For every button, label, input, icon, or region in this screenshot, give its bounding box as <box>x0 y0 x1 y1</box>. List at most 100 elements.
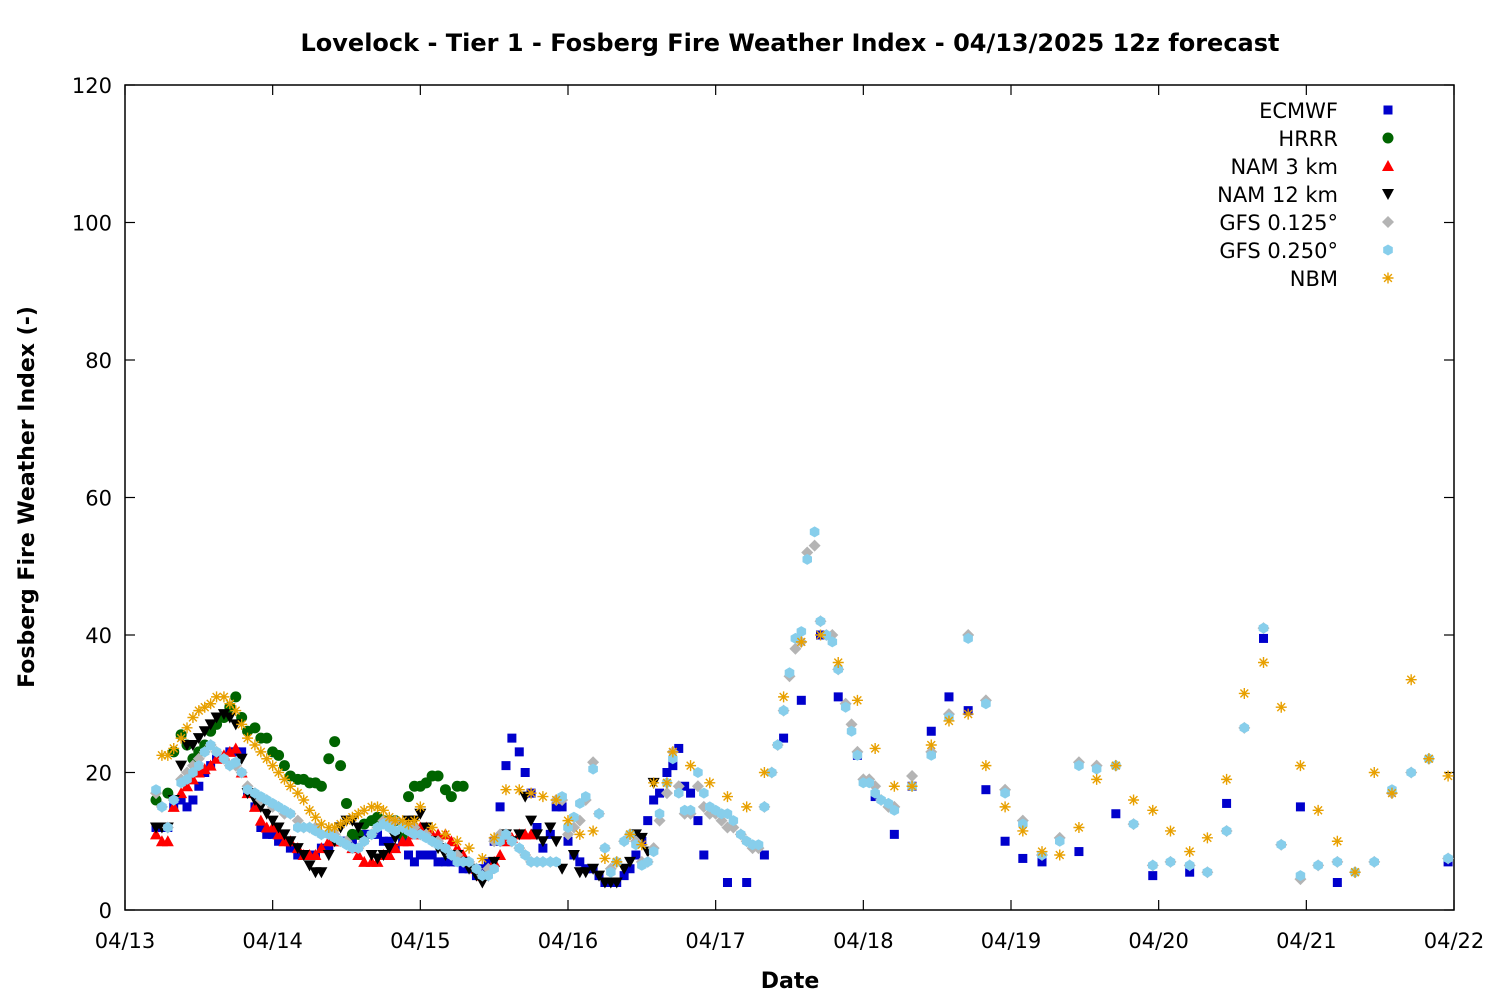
data-point <box>403 818 415 830</box>
legend-label: NBM <box>1290 267 1338 291</box>
data-point <box>415 850 425 860</box>
data-point <box>1184 846 1196 858</box>
data-point <box>1295 870 1306 882</box>
data-point <box>292 787 304 799</box>
data-point <box>378 836 388 846</box>
data-point <box>157 801 167 813</box>
data-point <box>224 698 236 710</box>
data-point <box>1018 853 1028 863</box>
data-point <box>236 718 248 730</box>
series-gfs-0-125 <box>150 539 1455 886</box>
data-point <box>802 553 812 565</box>
data-point <box>869 742 881 754</box>
data-point <box>699 850 709 860</box>
data-point <box>691 780 704 793</box>
data-point <box>619 871 629 881</box>
data-point <box>156 749 168 761</box>
data-point <box>962 708 974 720</box>
legend-marker <box>1382 272 1394 284</box>
plot-frame <box>124 84 1455 911</box>
data-point <box>304 804 316 816</box>
x-tick-label: 04/22 <box>1424 929 1485 953</box>
data-point <box>261 732 273 744</box>
data-point <box>293 850 303 860</box>
data-point <box>186 740 199 751</box>
data-point <box>827 636 838 648</box>
data-point <box>365 850 378 861</box>
data-point <box>889 804 900 816</box>
data-point <box>198 763 211 775</box>
data-point <box>551 856 561 868</box>
data-point <box>610 877 623 889</box>
data-point <box>1000 836 1010 846</box>
data-point <box>200 746 210 758</box>
data-point <box>329 822 341 833</box>
data-point <box>532 823 542 832</box>
data-point <box>329 736 341 748</box>
legend-marker <box>1383 105 1393 115</box>
data-point <box>163 822 173 833</box>
data-point <box>594 808 604 820</box>
data-point <box>514 842 524 854</box>
data-point <box>198 726 211 738</box>
data-point <box>402 835 415 847</box>
data-point <box>309 849 322 860</box>
data-point <box>414 801 426 813</box>
data-point <box>889 829 899 839</box>
data-point <box>925 739 937 751</box>
data-point <box>507 835 517 847</box>
data-point <box>261 753 273 765</box>
data-point <box>236 767 247 778</box>
data-point <box>175 732 187 744</box>
data-point <box>796 626 807 638</box>
data-point <box>1147 804 1159 816</box>
data-point <box>1037 857 1047 867</box>
data-point <box>1259 633 1269 643</box>
x-tick-label: 04/17 <box>685 929 746 953</box>
data-point <box>188 767 198 778</box>
data-point <box>653 814 666 827</box>
data-point <box>237 747 247 757</box>
data-point <box>1443 852 1453 864</box>
data-point <box>513 829 526 841</box>
data-point <box>501 828 511 840</box>
data-point <box>1128 818 1139 830</box>
data-point <box>1036 846 1048 858</box>
data-point <box>162 749 174 761</box>
data-point <box>278 829 291 841</box>
data-point <box>322 850 335 861</box>
data-point <box>297 850 310 861</box>
data-point <box>926 749 936 761</box>
data-point <box>303 860 316 872</box>
data-point <box>981 698 991 710</box>
data-point <box>587 756 600 769</box>
data-point <box>167 800 180 812</box>
data-point <box>193 705 205 717</box>
data-point <box>383 811 395 823</box>
data-point <box>1111 809 1121 819</box>
data-point <box>248 800 261 812</box>
data-point <box>557 802 567 812</box>
data-point <box>851 694 863 706</box>
data-point <box>722 878 732 887</box>
data-point <box>661 777 673 789</box>
data-point <box>359 835 369 847</box>
data-point <box>274 836 284 846</box>
data-point <box>194 781 204 791</box>
data-point <box>175 760 188 772</box>
data-point <box>693 816 703 826</box>
data-point <box>660 787 673 800</box>
data-point <box>1239 722 1250 734</box>
data-point <box>1238 687 1250 699</box>
data-point <box>488 832 500 844</box>
data-point <box>686 788 696 798</box>
data-point <box>668 753 678 765</box>
data-point <box>446 849 457 861</box>
data-point <box>575 857 585 867</box>
data-point <box>852 749 863 761</box>
data-point <box>648 846 659 858</box>
data-point <box>563 836 573 846</box>
data-point <box>1184 859 1195 871</box>
data-point <box>194 760 204 772</box>
data-point <box>192 733 205 745</box>
